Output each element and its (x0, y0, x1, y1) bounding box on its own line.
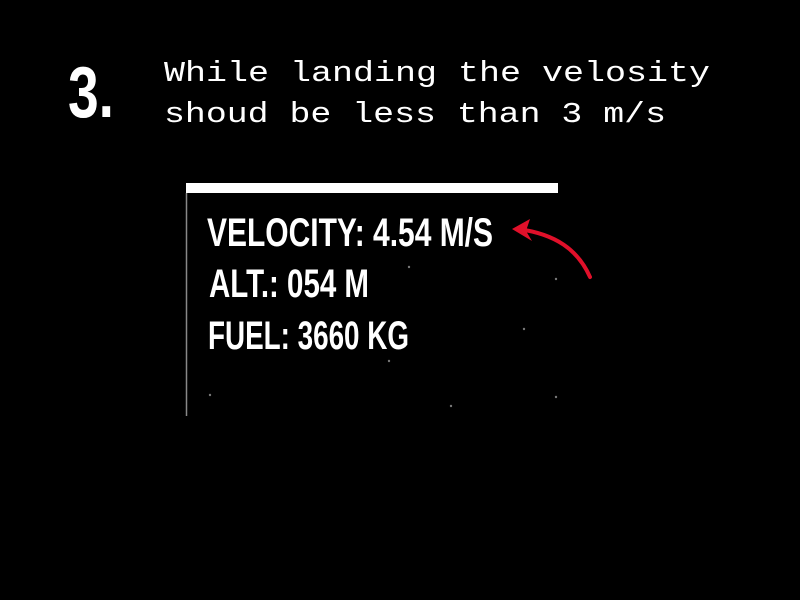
stars (208, 265, 558, 408)
hud-screenshot: VELOCITY: 4.54 M/S ALT.: 054 M FUEL: 366… (185, 183, 558, 416)
altitude-readout: ALT.: 054 M (209, 262, 369, 306)
instruction-line: shoud be less than 3 m/s (164, 98, 666, 131)
instruction-line: While landing the velosity (164, 57, 710, 90)
fuel-readout: FUEL: 3660 KG (208, 314, 409, 358)
top-bar (186, 183, 558, 193)
velocity-readout: VELOCITY: 4.54 M/S (207, 211, 493, 255)
step-number: 3. (68, 53, 114, 133)
pointer-arrow (512, 219, 592, 279)
